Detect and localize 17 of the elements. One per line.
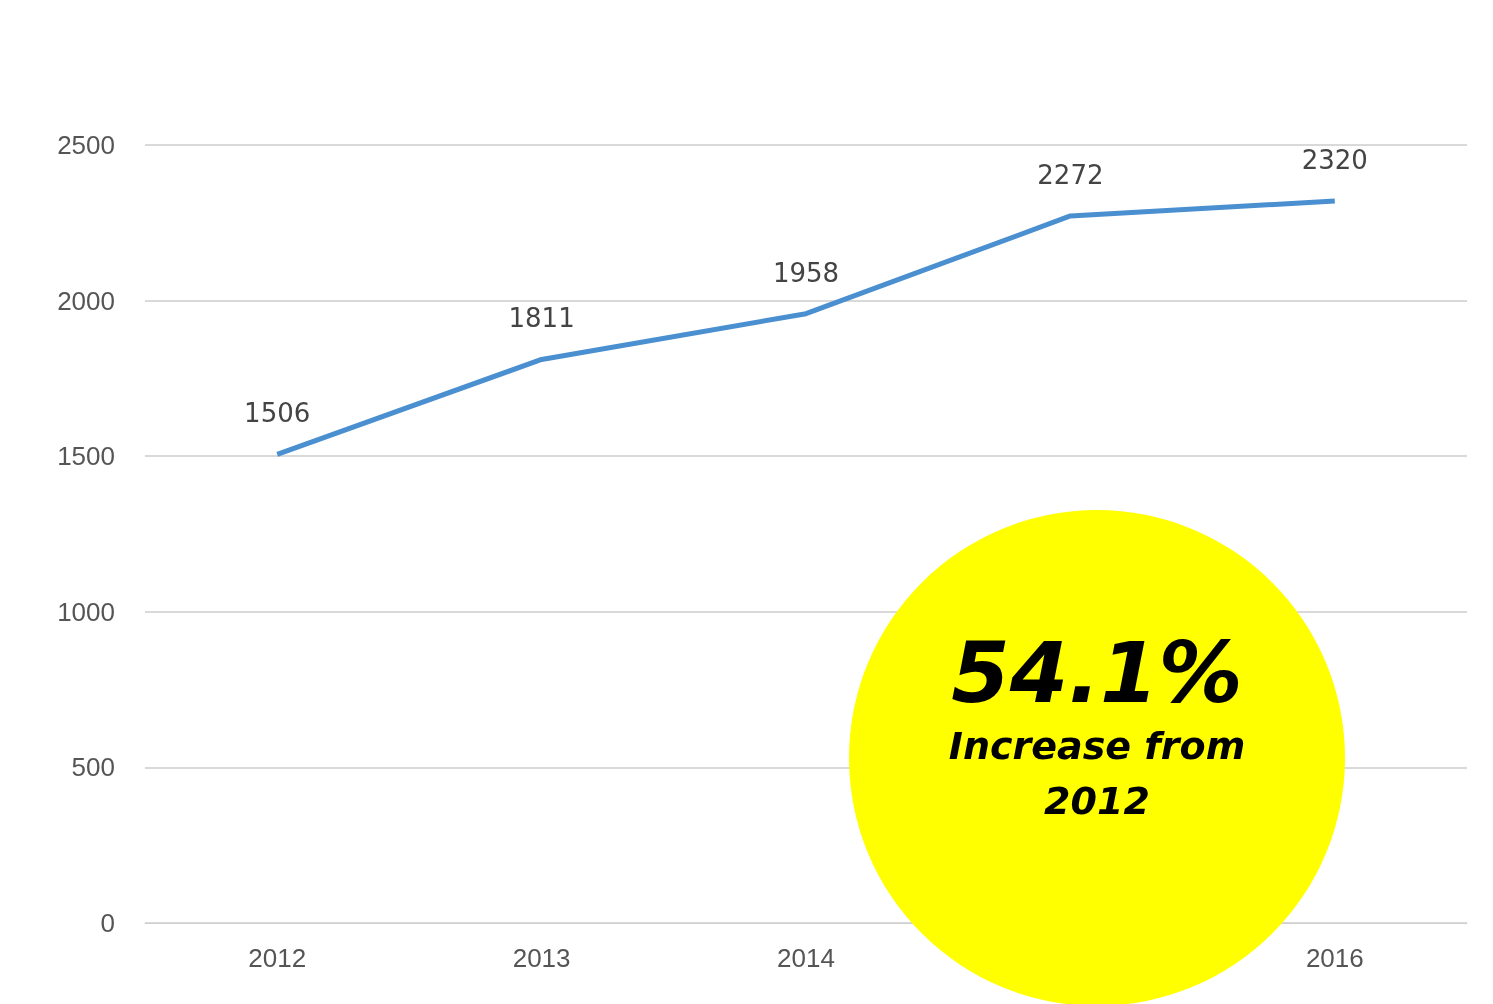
x-tick-label: 2013: [512, 943, 571, 973]
data-label: 1506: [244, 398, 311, 429]
y-tick-label: 1500: [57, 441, 115, 472]
data-label: 2320: [1301, 145, 1368, 176]
y-tick-label: 500: [71, 752, 115, 783]
x-tick-label: 2016: [1305, 943, 1364, 973]
x-tick-label: 2014: [777, 943, 835, 973]
annotation: 54.1%: [951, 623, 1243, 722]
y-tick-label: 1000: [57, 596, 115, 627]
data-label: 1958: [772, 257, 840, 288]
data-label: 1811: [508, 303, 575, 334]
data-label: 2272: [1037, 159, 1104, 190]
x-tick-label: 2012: [248, 943, 307, 973]
y-tick-label: 2500: [57, 130, 115, 160]
y-tick-label: 0: [100, 908, 115, 938]
y-tick-label: 2000: [57, 285, 115, 316]
annotation: Increase from 2012: [948, 724, 1246, 824]
